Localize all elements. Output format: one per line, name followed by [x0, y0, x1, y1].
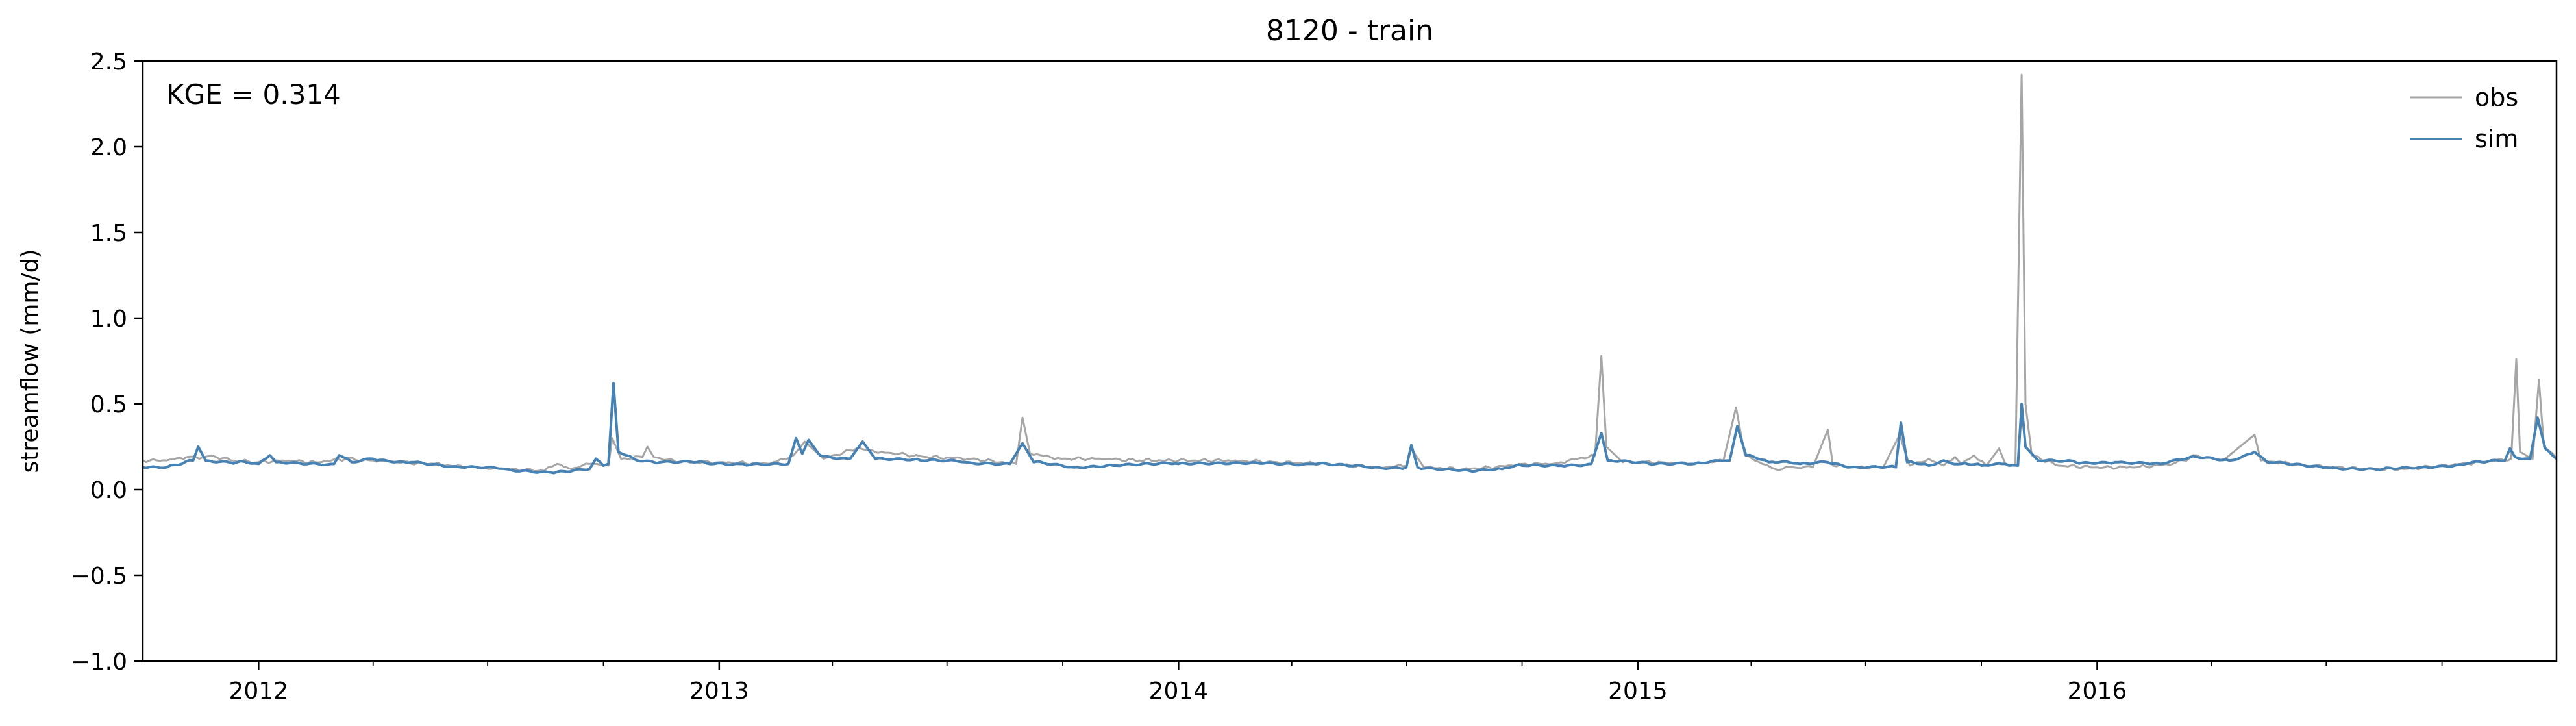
legend: obs sim — [2410, 83, 2518, 153]
axes-frame — [142, 60, 2558, 662]
legend-label-sim: sim — [2475, 125, 2518, 153]
x-axis: 2012 2013 2014 2015 2016 — [229, 661, 2443, 705]
legend-label-obs: obs — [2475, 83, 2518, 112]
x-tick-label: 2015 — [1608, 678, 1668, 705]
y-tick-label: 0.5 — [90, 392, 127, 418]
x-tick-label: 2016 — [2068, 678, 2127, 705]
y-tick-label: 1.5 — [90, 220, 127, 247]
y-axis: −1.0 −0.5 0.0 0.5 1.0 1.5 2.0 2.5 — [71, 49, 143, 675]
y-tick-label: −0.5 — [71, 563, 127, 590]
y-tick-label: 2.0 — [90, 134, 127, 161]
x-tick-label: 2014 — [1149, 678, 1209, 705]
y-tick-label: 2.5 — [90, 49, 127, 75]
series-line-sim — [142, 382, 2558, 475]
y-axis-title: streamflow (mm/d) — [17, 249, 43, 473]
y-tick-label: −1.0 — [71, 649, 127, 675]
x-tick-label: 2013 — [689, 678, 749, 705]
x-tick-label: 2012 — [229, 678, 289, 705]
plot-area — [142, 60, 2558, 662]
y-tick-label: 0.0 — [90, 477, 127, 504]
series-layer — [142, 73, 2558, 475]
kge-annotation: KGE = 0.314 — [166, 79, 341, 110]
chart-title: 8120 - train — [1266, 14, 1433, 47]
y-tick-label: 1.0 — [90, 306, 127, 332]
